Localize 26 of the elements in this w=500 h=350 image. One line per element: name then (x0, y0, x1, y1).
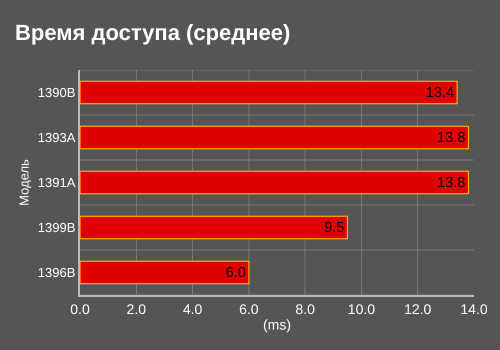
bar (80, 216, 348, 240)
data-label: 13.4 (426, 84, 454, 101)
data-label: 6.0 (226, 264, 246, 281)
y-tick-label: 1390B (38, 85, 76, 100)
y-tick-label: 1396B (38, 265, 76, 280)
x-tick-label: 2.0 (126, 300, 146, 317)
x-axis-title: (ms) (263, 316, 291, 333)
x-tick-label: 14.0 (460, 300, 488, 317)
y-axis-title: Модель (16, 158, 32, 206)
data-label: 13.8 (437, 130, 466, 146)
y-tick-label: 1399B (38, 220, 76, 236)
chart-title: Время доступа (среднее) (15, 20, 290, 45)
x-tick-label: 4.0 (182, 300, 203, 317)
data-label: 9.5 (324, 220, 344, 236)
y-tick-label: 1393A (38, 130, 76, 146)
bar (80, 260, 250, 284)
bar (80, 126, 469, 150)
bar (80, 170, 469, 194)
bar (80, 80, 458, 104)
data-label: 13.8 (437, 174, 466, 191)
x-tick-label: 6.0 (239, 300, 259, 317)
x-tick-label: 0.0 (70, 300, 90, 317)
x-tick-label: 8.0 (295, 300, 316, 317)
x-tick-label: 10.0 (348, 300, 376, 317)
x-tick-label: 12.0 (404, 300, 432, 317)
y-tick-label: 1391A (38, 175, 76, 190)
